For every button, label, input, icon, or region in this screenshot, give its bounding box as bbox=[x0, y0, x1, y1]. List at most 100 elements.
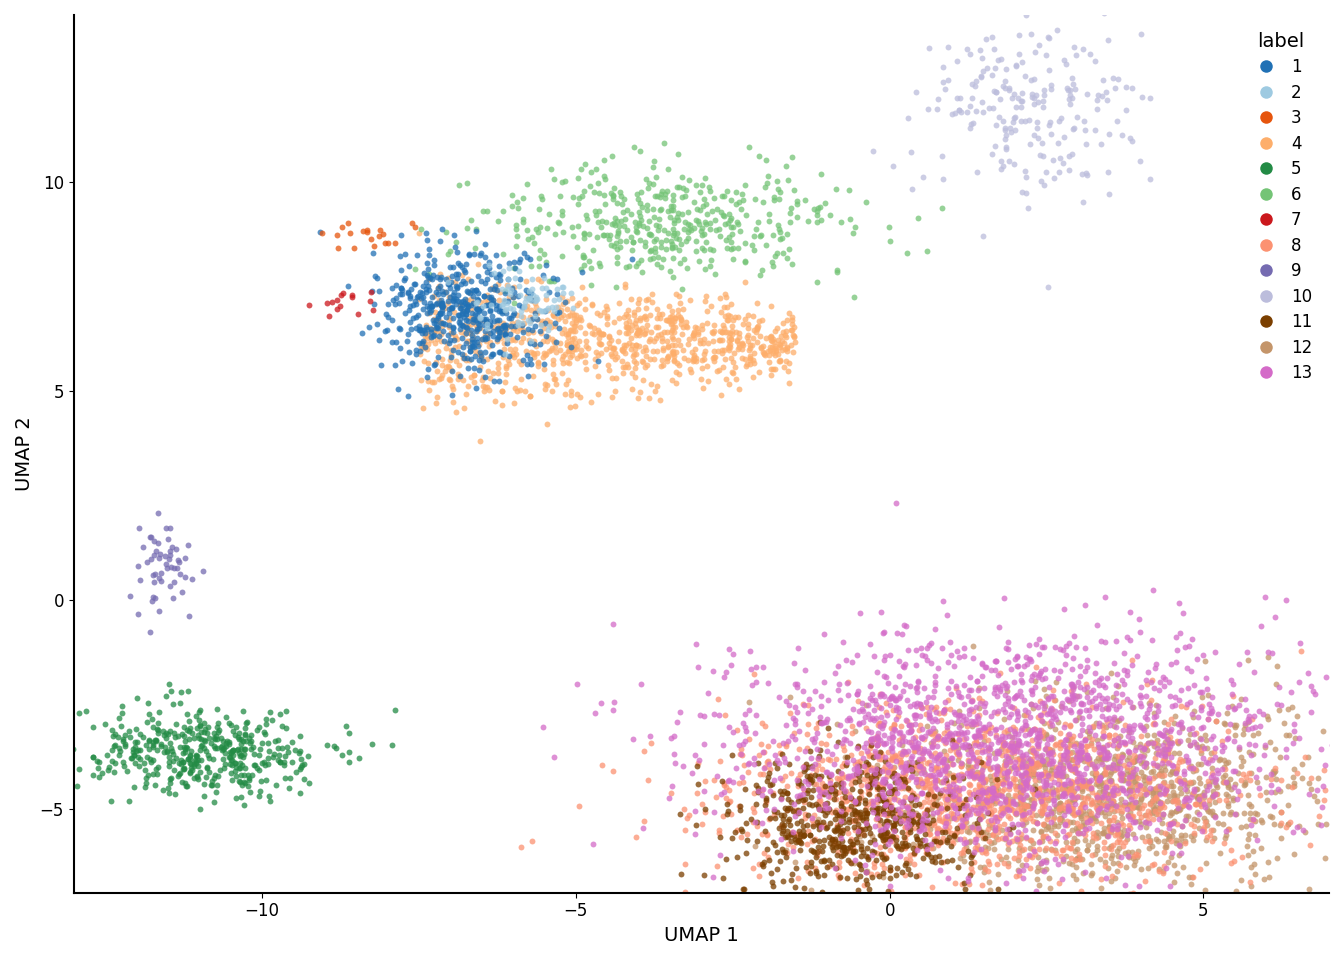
Point bbox=[231, 778, 253, 793]
Point bbox=[931, 149, 953, 164]
Point bbox=[445, 291, 466, 306]
Point bbox=[703, 317, 724, 332]
Point bbox=[442, 382, 464, 397]
Point bbox=[797, 782, 818, 798]
Point bbox=[910, 696, 931, 711]
Point bbox=[964, 738, 985, 754]
Point bbox=[984, 785, 1005, 801]
Point bbox=[602, 148, 624, 163]
Point bbox=[1032, 639, 1054, 655]
Point bbox=[864, 836, 886, 852]
Point bbox=[1189, 742, 1211, 757]
Point bbox=[1245, 813, 1266, 828]
Point bbox=[531, 273, 552, 288]
Point bbox=[1064, 691, 1086, 707]
Point bbox=[1031, 795, 1052, 810]
Point bbox=[1327, 792, 1344, 807]
Point bbox=[448, 338, 469, 353]
Point bbox=[708, 708, 730, 723]
Point bbox=[468, 293, 489, 308]
Point bbox=[521, 324, 543, 340]
Point bbox=[618, 359, 640, 374]
Point bbox=[472, 351, 493, 367]
Point bbox=[914, 832, 935, 848]
Point bbox=[1004, 721, 1025, 736]
Point bbox=[1247, 832, 1269, 848]
Point bbox=[1025, 729, 1047, 744]
Point bbox=[1015, 829, 1036, 845]
Point bbox=[429, 306, 450, 322]
Point bbox=[1040, 127, 1062, 142]
Point bbox=[1142, 788, 1164, 804]
Point bbox=[832, 823, 853, 838]
Point bbox=[921, 735, 942, 751]
Point bbox=[915, 767, 937, 782]
Point bbox=[855, 849, 876, 864]
Point bbox=[757, 755, 778, 770]
Point bbox=[874, 805, 895, 821]
Point bbox=[900, 724, 922, 739]
Point bbox=[1122, 851, 1144, 866]
Point bbox=[734, 881, 755, 897]
Point bbox=[879, 862, 900, 877]
Point bbox=[341, 288, 363, 303]
Point bbox=[407, 290, 429, 305]
Point bbox=[961, 719, 982, 734]
Point bbox=[198, 719, 219, 734]
Point bbox=[784, 328, 805, 344]
Point bbox=[957, 41, 978, 57]
Point bbox=[860, 769, 882, 784]
Point bbox=[677, 217, 699, 232]
Point bbox=[1063, 792, 1085, 807]
Point bbox=[1193, 797, 1215, 812]
Point bbox=[1005, 703, 1027, 718]
Point bbox=[993, 113, 1015, 129]
Point bbox=[1106, 740, 1128, 756]
Point bbox=[894, 745, 915, 760]
Point bbox=[329, 299, 351, 314]
Point bbox=[968, 784, 989, 800]
Point bbox=[1163, 789, 1184, 804]
Point bbox=[1130, 756, 1152, 771]
Point bbox=[1215, 827, 1236, 842]
Point bbox=[228, 748, 250, 763]
Point bbox=[864, 833, 886, 849]
Point bbox=[462, 295, 484, 310]
Point bbox=[755, 795, 777, 810]
Point bbox=[766, 844, 788, 859]
Point bbox=[972, 769, 993, 784]
Point bbox=[993, 736, 1015, 752]
Point bbox=[1034, 731, 1055, 746]
Point bbox=[906, 680, 927, 695]
Point bbox=[665, 286, 687, 301]
Point bbox=[1059, 840, 1081, 855]
Point bbox=[160, 559, 181, 574]
Point bbox=[857, 745, 879, 760]
Point bbox=[1191, 720, 1212, 735]
Point bbox=[957, 753, 978, 768]
Point bbox=[450, 306, 472, 322]
Point bbox=[1016, 766, 1038, 781]
Point bbox=[737, 356, 758, 372]
Point bbox=[1157, 754, 1179, 769]
Point bbox=[974, 756, 996, 772]
Point bbox=[832, 776, 853, 791]
Point bbox=[512, 317, 534, 332]
Point bbox=[755, 718, 777, 733]
Point bbox=[896, 780, 918, 796]
Point bbox=[1191, 702, 1212, 717]
Point bbox=[1198, 711, 1219, 727]
Point bbox=[551, 302, 573, 318]
Point bbox=[1020, 696, 1042, 711]
Point bbox=[552, 285, 574, 300]
Point bbox=[1169, 802, 1191, 817]
Point bbox=[986, 761, 1008, 777]
Point bbox=[900, 810, 922, 826]
Point bbox=[560, 343, 582, 358]
Point bbox=[144, 590, 165, 606]
Point bbox=[966, 736, 988, 752]
Point bbox=[1202, 752, 1223, 767]
Point bbox=[866, 780, 887, 796]
Point bbox=[790, 789, 812, 804]
Point bbox=[949, 801, 970, 816]
